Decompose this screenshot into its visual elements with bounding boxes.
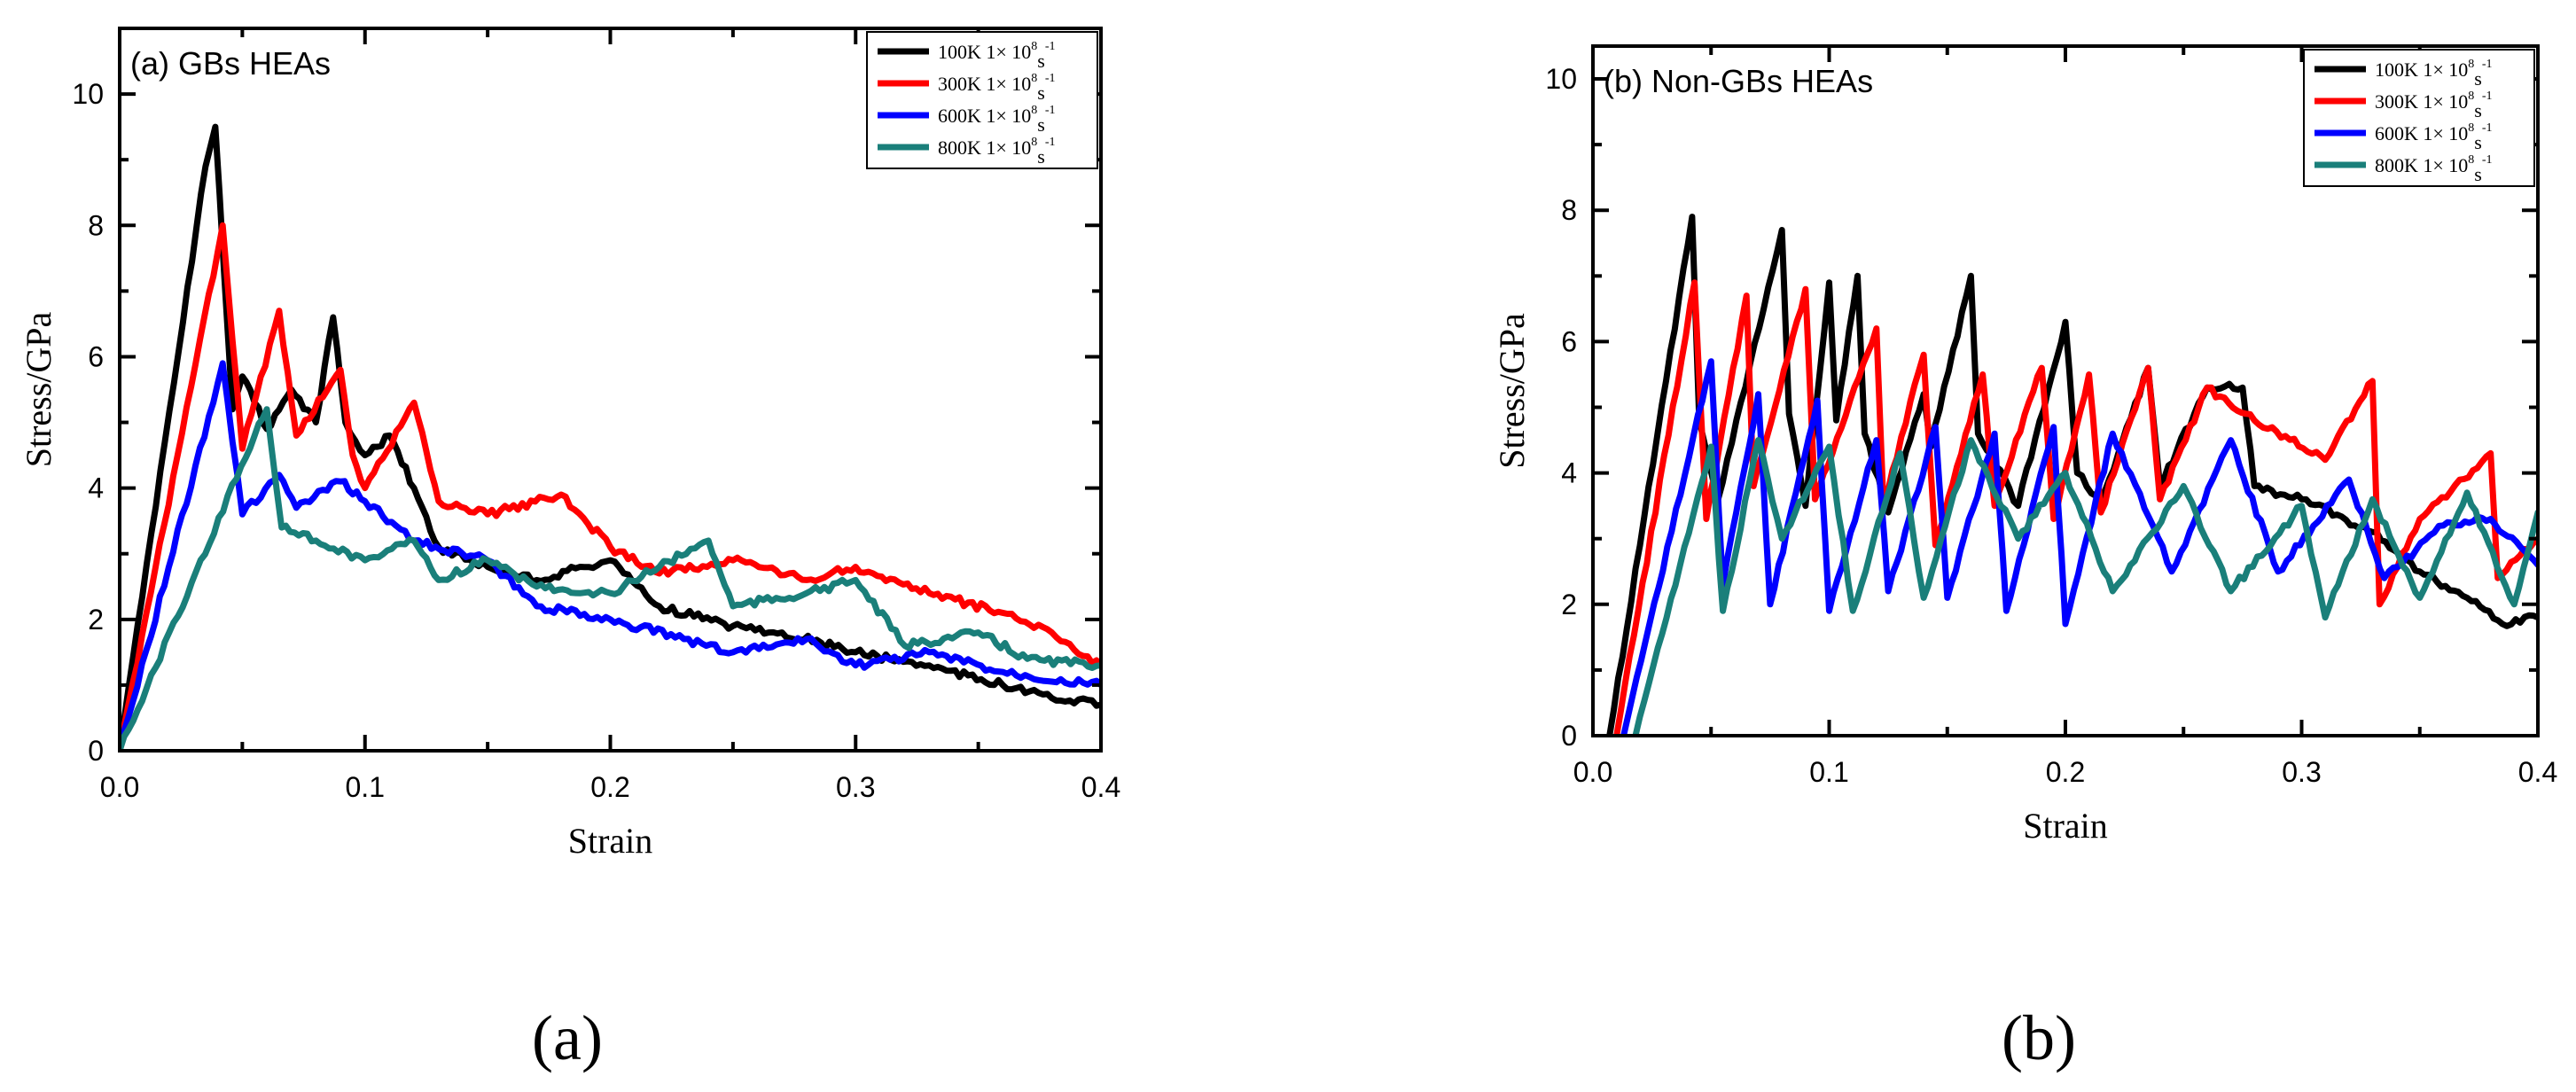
y-tick-label: 4 xyxy=(1561,457,1577,489)
legend-label-part: 800K 1× 10 xyxy=(938,136,1031,159)
y-tick-label: 8 xyxy=(88,209,104,241)
legend-label-part: 8 xyxy=(2468,153,2474,167)
legend-label-part: -1 xyxy=(2482,153,2493,167)
chart-title: (b) Non-GBs HEAs xyxy=(1604,63,1873,99)
legend-label-part: s xyxy=(1037,113,1045,136)
legend-label-part: 300K 1× 10 xyxy=(2375,90,2468,113)
legend-label-part: 300K 1× 10 xyxy=(938,73,1031,95)
chart-a: 0.0 0.1 0.2 0.3 0.4 0 2 4 6 8 10 Strain Stress/GPa (a… xyxy=(19,27,1120,861)
y-tick-label: 8 xyxy=(1561,194,1577,226)
series-line-4 xyxy=(120,406,1101,751)
legend-label: 600K 1× 108s-1 xyxy=(2375,121,2493,153)
legend-label-part: 8 xyxy=(2468,90,2474,103)
x-tick-label: 0.2 xyxy=(590,771,629,803)
x-tick-label: 0.3 xyxy=(836,771,875,803)
legend-label-part: -1 xyxy=(2482,90,2493,103)
legend-label-part: 8 xyxy=(1031,72,1037,85)
chart-b: 0.0 0.1 0.2 0.3 0.4 0 2 4 6 8 10 Strain Stress/GPa (b… xyxy=(1492,44,2557,846)
legend-label-part: 100K 1× 10 xyxy=(938,41,1031,63)
legend-label: 300K 1× 108s-1 xyxy=(938,72,1056,104)
legend-label: 300K 1× 108s-1 xyxy=(2375,90,2493,121)
series-line-1 xyxy=(1606,214,2538,736)
x-tick-label: 0.3 xyxy=(2282,756,2321,788)
y-axis-label: Stress/GPa xyxy=(1492,313,1532,469)
x-tick-label: 0.4 xyxy=(2518,756,2557,788)
legend-label-part: s xyxy=(2474,99,2482,121)
legend-label: 600K 1× 108s-1 xyxy=(938,104,1056,136)
legend-label-part: 600K 1× 10 xyxy=(2375,122,2468,144)
legend-label-part: -1 xyxy=(1045,104,1056,117)
legend-label-part: 8 xyxy=(1031,104,1037,117)
legend-label-part: 8 xyxy=(1031,40,1037,53)
series-group xyxy=(120,123,1101,751)
legend-label-part: s xyxy=(1037,82,1045,104)
series-line-3 xyxy=(1620,358,2538,736)
legend-label-part: s xyxy=(2474,67,2482,90)
series-line-2 xyxy=(120,222,1101,751)
legend-label-part: 600K 1× 10 xyxy=(938,105,1031,127)
legend-label-part: -1 xyxy=(2482,58,2493,71)
y-tick-label: 6 xyxy=(88,340,104,372)
legend-label-part: -1 xyxy=(1045,136,1056,149)
series-group xyxy=(1606,214,2538,736)
legend-label: 800K 1× 108s-1 xyxy=(2375,153,2493,185)
subfigure-label-b: (b) xyxy=(2002,1002,2076,1073)
legend-label-part: -1 xyxy=(1045,72,1056,85)
legend-label-part: 8 xyxy=(1031,136,1037,149)
y-tick-label: 0 xyxy=(88,735,104,767)
legend-label-part: -1 xyxy=(2482,121,2493,135)
y-tick-label: 2 xyxy=(1561,589,1577,620)
x-tick-label: 0.1 xyxy=(346,771,385,803)
x-tick-label: 0.0 xyxy=(100,771,139,803)
legend-label-part: 100K 1× 10 xyxy=(2375,58,2468,81)
x-axis-label: Strain xyxy=(2023,806,2108,846)
legend-label-part: 8 xyxy=(2468,121,2474,135)
series-line-1 xyxy=(120,123,1101,751)
y-tick-label: 10 xyxy=(72,78,104,110)
y-tick-label: 4 xyxy=(88,472,104,504)
legend-label-part: -1 xyxy=(1045,40,1056,53)
legend-label-part: 8 xyxy=(2468,58,2474,71)
legend-label-part: s xyxy=(2474,163,2482,185)
x-tick-label: 0.0 xyxy=(1573,756,1612,788)
series-line-2 xyxy=(1613,279,2538,736)
legend-label-part: s xyxy=(1037,50,1045,72)
x-axis-label: Strain xyxy=(568,821,653,861)
legend-label: 100K 1× 108s-1 xyxy=(938,40,1056,72)
x-tick-label: 0.4 xyxy=(1081,771,1120,803)
y-tick-label: 10 xyxy=(1545,63,1577,95)
y-tick-label: 2 xyxy=(88,604,104,636)
x-tick-label: 0.1 xyxy=(1809,756,1848,788)
legend-label-part: s xyxy=(2474,131,2482,153)
subfigure-label-a: (a) xyxy=(532,1002,603,1073)
legend-label-part: s xyxy=(1037,145,1045,168)
y-tick-label: 0 xyxy=(1561,720,1577,752)
x-tick-label: 0.2 xyxy=(2046,756,2085,788)
series-line-3 xyxy=(120,360,1101,751)
legend-label-part: 800K 1× 10 xyxy=(2375,154,2468,176)
legend-label: 100K 1× 108s-1 xyxy=(2375,58,2493,90)
y-tick-label: 6 xyxy=(1561,325,1577,357)
legend-label: 800K 1× 108s-1 xyxy=(938,136,1056,168)
chart-title: (a) GBs HEAs xyxy=(130,45,331,82)
y-axis-label: Stress/GPa xyxy=(19,311,59,467)
series-line-4 xyxy=(1632,437,2538,736)
